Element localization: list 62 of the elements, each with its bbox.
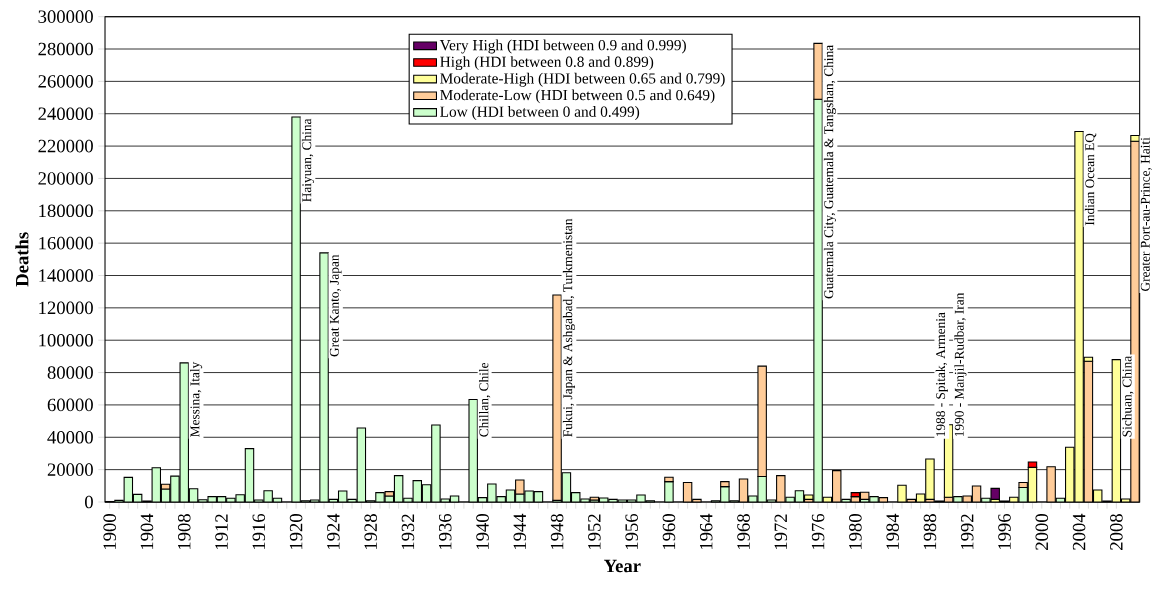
y-tick-label: 180000 <box>39 204 93 218</box>
legend-label: Low (HDI between 0 and 0.499) <box>440 106 640 120</box>
annotation: Sichuan, China <box>1122 356 1134 437</box>
y-tick-label: 0 <box>85 495 93 509</box>
x-tick-label: 1948 <box>550 514 564 550</box>
x-tick-label: 1920 <box>289 514 303 550</box>
legend-label: Moderate-High (HDI between 0.65 and 0.799) <box>440 72 725 87</box>
x-tick-label: 2004 <box>1072 513 1086 550</box>
x-tick-label: 1984 <box>886 513 899 550</box>
x-tick-label: 1928 <box>364 514 377 550</box>
y-tick-label: 80000 <box>47 366 93 379</box>
x-tick-label: 1972 <box>774 514 788 550</box>
annotation: Guatemala City, Guatemala & Tangshan, China <box>823 45 837 299</box>
x-tick-label: 1956 <box>625 513 638 550</box>
y-tick-label: 160000 <box>39 236 93 250</box>
legend-label: Very High (HDI between 0.9 and 0.999) <box>439 39 686 54</box>
legend-label: Moderate-Low (HDI between 0.5 and 0.649) <box>440 89 715 104</box>
x-tick-label: 1924 <box>327 513 340 550</box>
x-tick-label: 1996 <box>998 513 1011 550</box>
annotation: 1988 - Spitak, Armenia <box>935 312 948 437</box>
y-tick-label: 300000 <box>38 10 93 23</box>
x-tick-label: 1952 <box>588 514 601 550</box>
annotation: Messina, Italy <box>190 361 203 437</box>
annotation: Great Kanto, Japan <box>329 254 342 357</box>
y-tick-label: 200000 <box>38 172 93 185</box>
y-tick-label: 140000 <box>39 269 93 282</box>
y-tick-label: 260000 <box>38 75 93 88</box>
x-tick-label: 1904 <box>140 513 154 550</box>
legend-label: High (HDI between 0.8 and 0.899) <box>440 56 654 71</box>
x-tick-label: 1940 <box>476 514 489 550</box>
y-tick-label: 40000 <box>47 430 93 444</box>
x-tick-label: 1976 <box>811 513 825 550</box>
x-tick-label: 1968 <box>737 514 750 550</box>
x-tick-label: 1988 <box>923 514 937 550</box>
y-tick-label: 60000 <box>47 398 93 412</box>
x-tick-label: 2000 <box>1035 514 1049 550</box>
y-tick-label: 280000 <box>38 42 93 56</box>
x-axis-title: Year <box>604 559 641 573</box>
annotation: Haiyuan, China <box>301 118 315 202</box>
y-tick-label: 220000 <box>38 139 93 153</box>
x-tick-label: 1992 <box>960 514 974 550</box>
x-tick-label: 1908 <box>177 514 191 550</box>
x-tick-label: 1916 <box>252 513 266 550</box>
x-tick-label: 1964 <box>699 513 713 550</box>
annotation: Greater Port-au-Prince, Haiti <box>1140 137 1152 291</box>
annotation: Indian Ocean EQ <box>1084 133 1097 226</box>
y-tick-label: 100000 <box>39 333 93 347</box>
x-tick-label: 2008 <box>1110 514 1123 550</box>
y-tick-label: 20000 <box>47 463 93 476</box>
y-tick-label: 120000 <box>39 301 93 315</box>
y-tick-label: 240000 <box>38 107 93 121</box>
annotation: Chillan, Chile <box>478 362 491 437</box>
x-tick-label: 1944 <box>513 513 527 550</box>
annotation: 1990 - Manjil-Rudbar, Iran <box>954 292 967 437</box>
x-tick-label: 1960 <box>662 514 676 550</box>
annotation: Fukui, Japan & Ashgabad, Turkmenistan <box>562 218 576 437</box>
x-tick-label: 1900 <box>103 514 116 550</box>
x-tick-label: 1912 <box>215 514 228 550</box>
x-tick-label: 1980 <box>849 514 862 550</box>
x-tick-label: 1936 <box>438 513 452 550</box>
y-axis-title: Deaths <box>15 232 29 287</box>
x-tick-label: 1932 <box>401 514 415 550</box>
